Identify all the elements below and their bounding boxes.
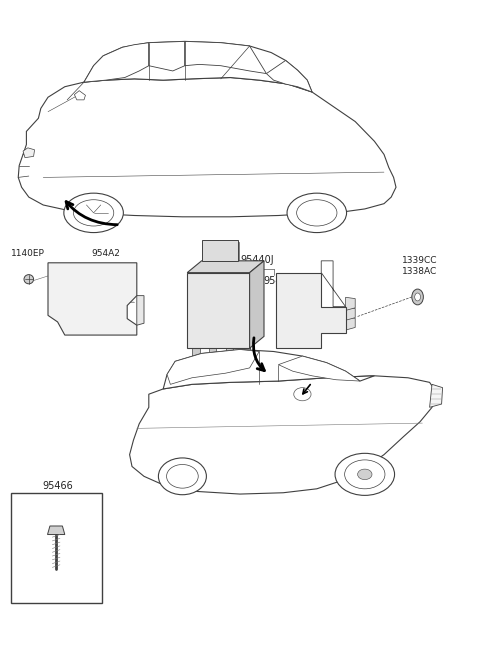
Bar	[209, 348, 216, 363]
Polygon shape	[346, 307, 355, 320]
Text: 1338AC: 1338AC	[402, 267, 437, 276]
Polygon shape	[130, 376, 437, 494]
Ellipse shape	[64, 193, 123, 233]
Bar	[283, 303, 322, 329]
Polygon shape	[167, 350, 259, 384]
Bar	[227, 242, 231, 260]
Bar	[11, 493, 102, 603]
Polygon shape	[187, 261, 264, 273]
Text: 954A2: 954A2	[91, 248, 120, 258]
Polygon shape	[278, 356, 360, 381]
Ellipse shape	[158, 458, 206, 495]
Polygon shape	[48, 526, 65, 535]
Polygon shape	[163, 350, 374, 389]
Bar	[234, 242, 239, 260]
Polygon shape	[430, 384, 443, 407]
Ellipse shape	[167, 464, 198, 488]
Polygon shape	[149, 41, 185, 71]
Bar	[211, 242, 216, 260]
Ellipse shape	[73, 200, 114, 226]
Polygon shape	[346, 317, 355, 330]
Ellipse shape	[345, 460, 385, 489]
Text: 95440J: 95440J	[240, 256, 274, 265]
Polygon shape	[23, 148, 35, 158]
Polygon shape	[84, 43, 149, 82]
Text: 95442: 95442	[263, 276, 294, 286]
Polygon shape	[18, 78, 396, 217]
Polygon shape	[74, 91, 85, 100]
Ellipse shape	[358, 469, 372, 480]
Bar	[192, 348, 200, 363]
Ellipse shape	[287, 193, 347, 233]
Polygon shape	[137, 296, 144, 325]
Polygon shape	[346, 297, 355, 311]
Bar	[242, 348, 250, 363]
Text: 95466: 95466	[43, 481, 73, 491]
Bar	[204, 242, 208, 260]
Ellipse shape	[78, 311, 90, 322]
Polygon shape	[202, 240, 238, 261]
Ellipse shape	[335, 453, 395, 495]
Ellipse shape	[280, 280, 289, 293]
Polygon shape	[84, 41, 312, 92]
Ellipse shape	[197, 325, 211, 338]
Text: 1339CC: 1339CC	[402, 256, 438, 265]
Text: 1140EP: 1140EP	[11, 248, 45, 258]
Ellipse shape	[24, 275, 34, 284]
Ellipse shape	[412, 289, 423, 305]
Polygon shape	[185, 41, 266, 74]
Ellipse shape	[73, 307, 95, 326]
Ellipse shape	[297, 200, 337, 226]
Polygon shape	[276, 273, 346, 348]
Ellipse shape	[415, 293, 420, 301]
Polygon shape	[48, 263, 137, 335]
Polygon shape	[187, 273, 250, 348]
Bar	[226, 348, 233, 363]
Bar	[219, 242, 224, 260]
Polygon shape	[266, 60, 312, 92]
Polygon shape	[250, 261, 264, 348]
